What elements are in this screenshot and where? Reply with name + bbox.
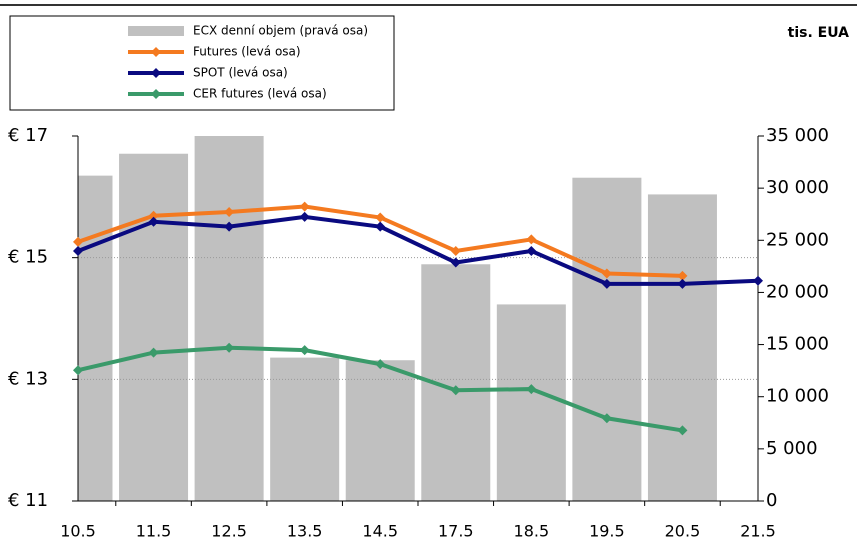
marker xyxy=(526,384,537,395)
legend-marker xyxy=(151,47,161,57)
y2-tick-label: 30 000 xyxy=(766,177,829,198)
marker xyxy=(526,245,537,256)
line xyxy=(77,214,759,286)
marker xyxy=(450,385,461,396)
marker xyxy=(224,342,235,353)
marker xyxy=(601,278,612,289)
x-tick-label: 11.5 xyxy=(136,522,172,541)
legend-marker xyxy=(151,89,161,99)
y2-tick-label: 20 000 xyxy=(766,281,829,302)
marker xyxy=(73,365,83,376)
marker xyxy=(375,212,386,223)
legend-label: SPOT (levá osa) xyxy=(193,66,288,80)
bar xyxy=(345,360,415,501)
x-tick-label: 13.5 xyxy=(287,522,323,541)
x-tick-label: 18.5 xyxy=(514,522,550,541)
y2-tick-label: 15 000 xyxy=(766,334,829,355)
legend-label: CER futures (levá osa) xyxy=(193,87,327,101)
marker xyxy=(299,211,310,222)
y2-tick-label: 10 000 xyxy=(766,386,829,407)
marker xyxy=(677,278,688,289)
marker xyxy=(299,201,310,212)
x-tick-label: 12.5 xyxy=(211,522,247,541)
y-tick-label: € 11 xyxy=(8,490,48,511)
x-tick-label: 19.5 xyxy=(589,522,625,541)
marker xyxy=(73,236,83,247)
x-tick-label: 21.5 xyxy=(740,522,776,541)
y2-tick-label: 35 000 xyxy=(766,125,829,146)
x-tick-label: 17.5 xyxy=(438,522,474,541)
marker xyxy=(224,221,235,232)
x-tick-label: 14.5 xyxy=(362,522,398,541)
marker xyxy=(148,216,159,227)
legend-swatch xyxy=(128,26,184,36)
marker xyxy=(526,234,537,245)
legend-label: Futures (levá osa) xyxy=(193,45,301,59)
marker xyxy=(224,207,235,218)
legend-label: ECX denní objem (pravá osa) xyxy=(193,24,368,38)
marker xyxy=(450,257,461,268)
marker xyxy=(375,221,386,232)
y-tick-label: € 13 xyxy=(8,368,48,389)
y-tick-label: € 17 xyxy=(8,125,48,146)
marker xyxy=(601,268,612,279)
bar xyxy=(572,177,642,501)
legend-box xyxy=(9,15,395,111)
marker xyxy=(677,270,688,281)
marker xyxy=(677,425,688,436)
marker xyxy=(450,245,461,256)
marker xyxy=(601,413,612,424)
y-tick-label: € 15 xyxy=(8,247,48,268)
x-tick-label: 20.5 xyxy=(665,522,701,541)
legend-marker xyxy=(151,68,161,78)
unit-label: tis. EUA xyxy=(788,25,850,41)
marker xyxy=(73,245,83,256)
marker xyxy=(375,359,386,370)
marker xyxy=(148,347,159,358)
marker xyxy=(299,345,310,356)
y2-tick-label: 5 000 xyxy=(766,438,818,459)
bar xyxy=(119,153,189,501)
bar xyxy=(270,357,340,501)
bar xyxy=(647,194,717,501)
y2-tick-label: 25 000 xyxy=(766,229,829,250)
marker xyxy=(148,210,159,221)
y2-tick-label: 0 xyxy=(766,490,777,511)
marker xyxy=(753,275,763,286)
bar xyxy=(194,136,264,501)
bar xyxy=(496,304,566,501)
x-tick-label: 10.5 xyxy=(60,522,96,541)
